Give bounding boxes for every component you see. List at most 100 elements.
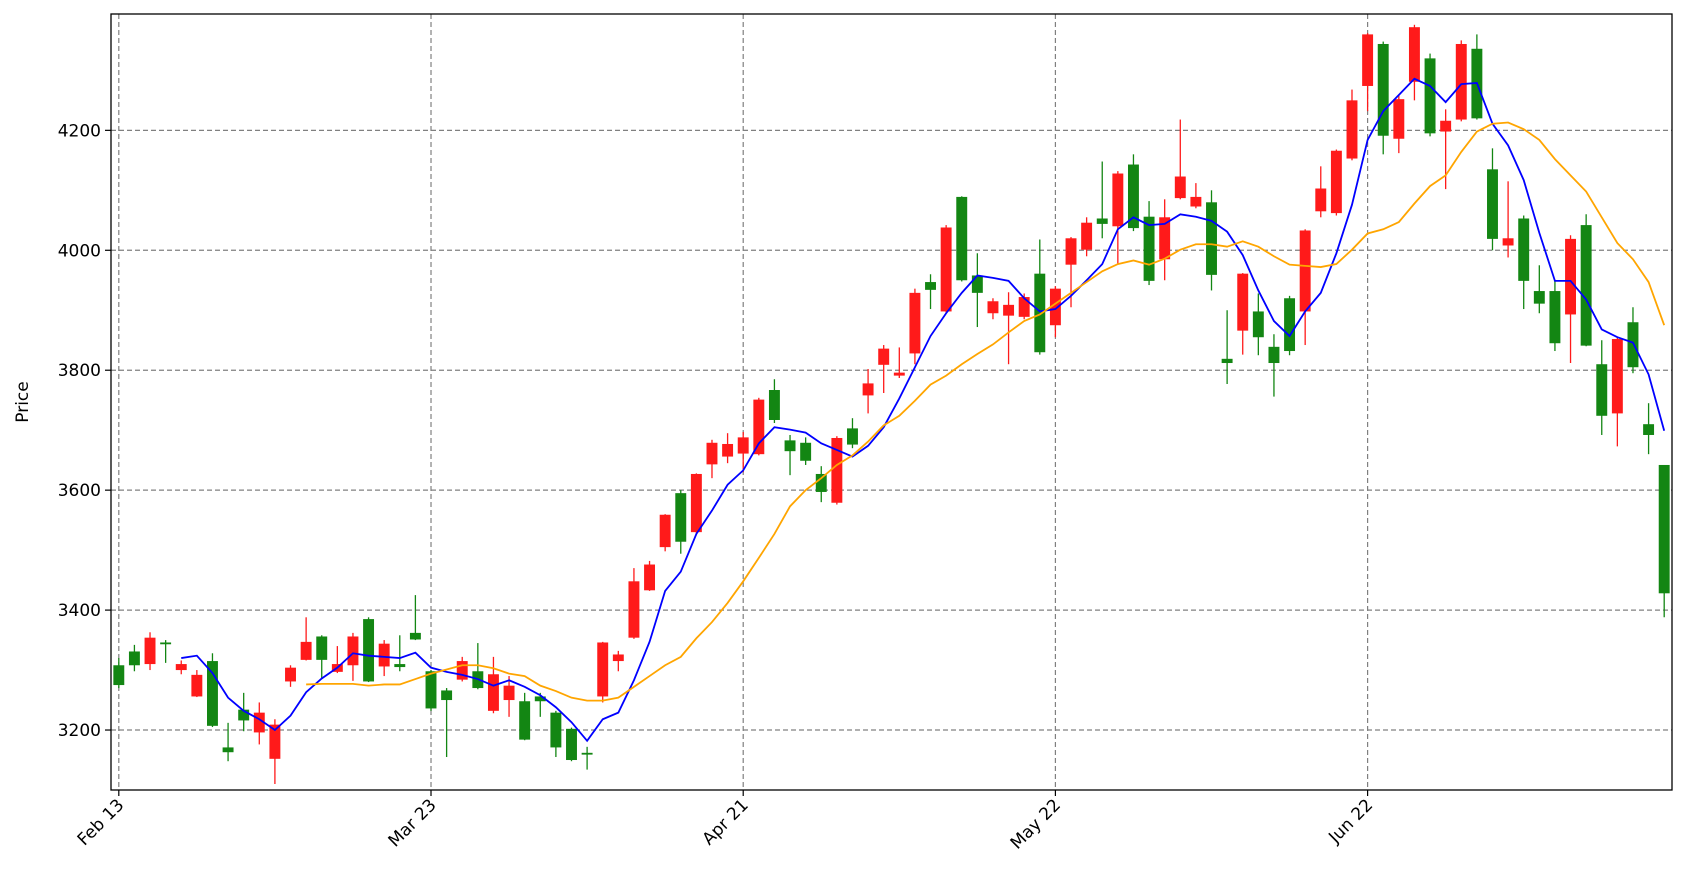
candle-body [1127,164,1139,229]
candle-body [1643,424,1655,435]
x-tick-label: Apr 21 [699,795,753,849]
moving-average-line [306,121,1666,702]
candle-body [1315,188,1327,212]
candle-body [175,664,187,671]
candle-body [1237,273,1249,331]
x-tick-label: Jun 22 [1324,795,1377,848]
candle-body [253,712,265,733]
candle-body [1174,176,1186,199]
candle-body [1081,222,1093,250]
candle-body [503,685,515,701]
candle-body [1502,238,1514,246]
candle-body [737,437,749,454]
candle-body [815,473,827,492]
y-tick-label: 3600 [58,481,101,501]
candle-body [1268,346,1280,364]
candle-body [831,437,843,503]
candle-body [1018,297,1030,317]
x-tick-label: May 22 [1007,795,1065,853]
candle-body [316,636,328,660]
candle-body [581,752,593,755]
candle-body [1049,288,1061,326]
candle-body [1408,27,1420,82]
candle-body [1627,322,1639,368]
candle-body [1299,230,1311,312]
candle-body [847,428,858,445]
candle-body [987,301,999,314]
candle-body [612,654,624,662]
candle-body [456,661,468,680]
candle-body [1580,225,1592,346]
candle-body [1565,238,1576,315]
candle-body [378,643,390,667]
candle-body [238,709,250,721]
candle-body [1424,58,1436,134]
candle-body [909,292,921,354]
candle-body [534,696,546,702]
candle-body [1221,358,1233,364]
candle-body [1112,173,1124,227]
candle-body [487,674,499,711]
plot-frame [110,13,1673,791]
candle-body [269,724,281,759]
candle-body [690,473,702,533]
candle-body [1377,43,1389,136]
y-tick-label: 3200 [58,721,101,741]
candle-body [800,442,812,461]
candle-body [550,712,562,748]
candle-body [1143,216,1155,281]
candle-body [1159,217,1171,260]
candle-body [1330,150,1342,214]
candle-body [363,619,375,682]
candle-body [160,642,172,645]
candle-body [1533,291,1545,304]
candle-body [441,690,453,701]
candle-body [675,493,687,542]
candle-body [940,227,952,312]
candle-body [1440,120,1452,132]
candle-body [1518,218,1530,281]
x-tick-label: Mar 23 [385,795,441,851]
candle-body [409,632,421,640]
candle-body [566,728,577,761]
candle-body [1346,100,1358,159]
candle-body [191,674,203,697]
candle-body [956,196,968,281]
candle-body [1455,43,1467,120]
y-axis-label: Price [13,381,33,422]
candle-body [1611,339,1623,414]
candle-body [753,399,765,455]
candle-body [628,581,640,638]
candle-body [1034,273,1046,353]
candle-body [207,661,218,726]
candle-body [925,282,936,290]
y-tick-label: 4000 [58,241,101,261]
candle-body [768,390,780,420]
candle-body [1190,196,1202,207]
candle-body [893,372,905,376]
candle-body [519,701,531,740]
candle-body [1003,304,1015,316]
candle-body [1393,99,1405,139]
candle-body [722,443,734,457]
y-tick-label: 3400 [58,601,101,621]
candle-body [1096,218,1108,224]
y-tick-label: 3800 [58,361,101,381]
candle-body [706,442,718,465]
candle-body [222,747,234,753]
candle-body [1362,34,1374,86]
candle-body [1252,311,1264,338]
candle-body [1658,464,1670,594]
candle-body [597,642,609,697]
candle-body [300,641,312,660]
candle-body [285,667,296,682]
candle-body [394,664,406,668]
candle-body [644,564,656,591]
candle-body [1596,364,1608,416]
x-tick-label: Feb 13 [74,795,129,850]
candle-body [784,440,796,452]
candle-body [1206,202,1217,275]
y-tick-label: 4200 [58,121,101,141]
candle-body [1065,238,1077,265]
